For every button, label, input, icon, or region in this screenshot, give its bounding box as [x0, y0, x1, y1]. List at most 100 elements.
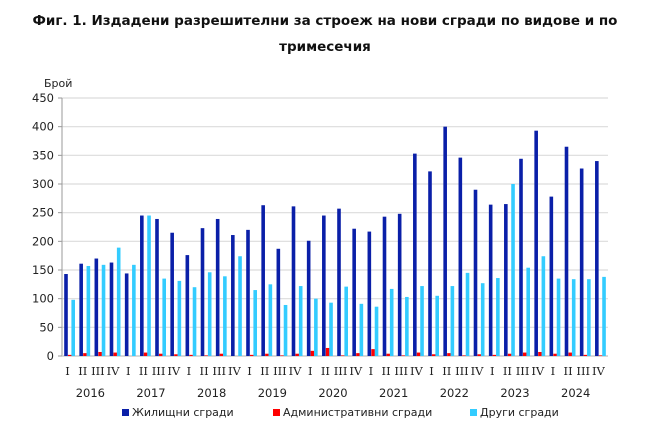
bar	[428, 171, 432, 356]
x-tick-label-year: 2020	[318, 386, 347, 400]
bar	[356, 353, 360, 356]
bar	[162, 278, 166, 356]
bar	[450, 286, 455, 356]
bar	[465, 272, 470, 356]
x-tick-label-year: 2022	[440, 386, 469, 400]
x-tick-label-quarter: II	[321, 364, 330, 378]
bar	[568, 352, 573, 356]
x-tick-label-quarter: III	[394, 364, 408, 378]
bar	[477, 354, 482, 356]
legend-label-residential: Жилищни сгради	[132, 406, 234, 419]
x-tick-label-quarter: II	[564, 364, 573, 378]
bar	[177, 280, 182, 356]
x-tick-label-quarter: III	[273, 364, 287, 378]
bar	[283, 304, 288, 356]
bar	[386, 353, 391, 356]
x-tick-label-quarter: III	[91, 364, 105, 378]
bar	[291, 206, 296, 356]
bar	[79, 263, 83, 356]
bar	[371, 349, 375, 356]
bar	[155, 218, 159, 356]
bar	[337, 208, 341, 356]
bar	[389, 288, 394, 356]
bar	[367, 231, 372, 356]
bar	[488, 204, 493, 356]
bar	[253, 290, 257, 356]
legend-item-residential: Жилищни сгради	[122, 406, 234, 419]
bar	[382, 216, 387, 356]
bar	[192, 287, 197, 356]
bar	[280, 355, 284, 356]
legend-swatch-residential	[122, 409, 129, 416]
x-tick-label-quarter: III	[516, 364, 530, 378]
legend-item-administrative: Административни сгради	[273, 406, 432, 419]
x-tick-label-quarter: II	[139, 364, 148, 378]
x-tick-label-quarter: IV	[531, 364, 545, 378]
bar	[185, 255, 190, 356]
bar	[268, 284, 273, 356]
y-tick-label: 100	[32, 292, 54, 306]
bar	[231, 235, 235, 356]
bar	[564, 146, 569, 356]
x-tick-label-quarter: IV	[167, 364, 181, 378]
bar	[86, 265, 91, 356]
bar	[325, 347, 330, 356]
bar	[556, 278, 561, 356]
bar	[504, 204, 508, 356]
bar	[401, 355, 406, 356]
bar	[200, 228, 205, 356]
x-tick-label-quarter: III	[576, 364, 590, 378]
y-tick-label: 0	[47, 349, 54, 363]
bar	[147, 215, 151, 356]
x-tick-label-year: 2021	[379, 386, 408, 400]
bar	[462, 355, 466, 356]
x-tick-label-year: 2019	[258, 386, 287, 400]
bar	[238, 256, 242, 356]
x-tick-label-quarter: I	[429, 364, 434, 378]
y-tick-label: 450	[32, 91, 54, 105]
x-tick-label-quarter: II	[200, 364, 209, 378]
legend-label-other: Други сгради	[480, 406, 559, 419]
x-tick-label-year: 2016	[76, 386, 105, 400]
x-tick-label-quarter: II	[382, 364, 391, 378]
x-tick-label-year: 2018	[197, 386, 226, 400]
x-tick-label-year: 2017	[136, 386, 165, 400]
bar	[447, 353, 451, 356]
bar	[492, 354, 497, 356]
bar	[420, 286, 424, 356]
bar	[405, 296, 409, 356]
bar	[140, 215, 144, 356]
bar	[71, 299, 75, 356]
bar	[219, 353, 224, 356]
x-tick-label-quarter: I	[551, 364, 556, 378]
bar	[341, 355, 345, 356]
bar	[298, 286, 303, 356]
bar	[98, 351, 102, 356]
y-tick-label: 250	[32, 206, 54, 220]
bar	[344, 286, 348, 356]
legend-label-administrative: Административни сгради	[283, 406, 433, 419]
bar	[246, 229, 250, 356]
bar	[204, 355, 209, 356]
chart-title: Фиг. 1. Издадени разрешителни за строеж …	[0, 8, 650, 60]
chart-title-line-2: тримесечия	[279, 39, 371, 55]
x-tick-label-quarter: III	[455, 364, 469, 378]
bar	[443, 126, 447, 357]
bar	[101, 264, 106, 356]
bar	[519, 158, 523, 356]
bar	[215, 218, 220, 356]
x-tick-label-quarter: IV	[592, 364, 606, 378]
bar	[579, 168, 584, 356]
bar	[189, 354, 193, 356]
bar	[314, 298, 318, 356]
x-tick-label-quarter: IV	[289, 364, 303, 378]
bar	[511, 184, 515, 356]
bar	[265, 353, 269, 356]
bar	[598, 355, 603, 356]
y-tick-label: 150	[32, 263, 54, 277]
bar	[322, 215, 326, 356]
x-tick-label-year: 2023	[500, 386, 529, 400]
bar	[523, 352, 527, 356]
bar	[116, 247, 121, 356]
bar	[306, 240, 311, 356]
